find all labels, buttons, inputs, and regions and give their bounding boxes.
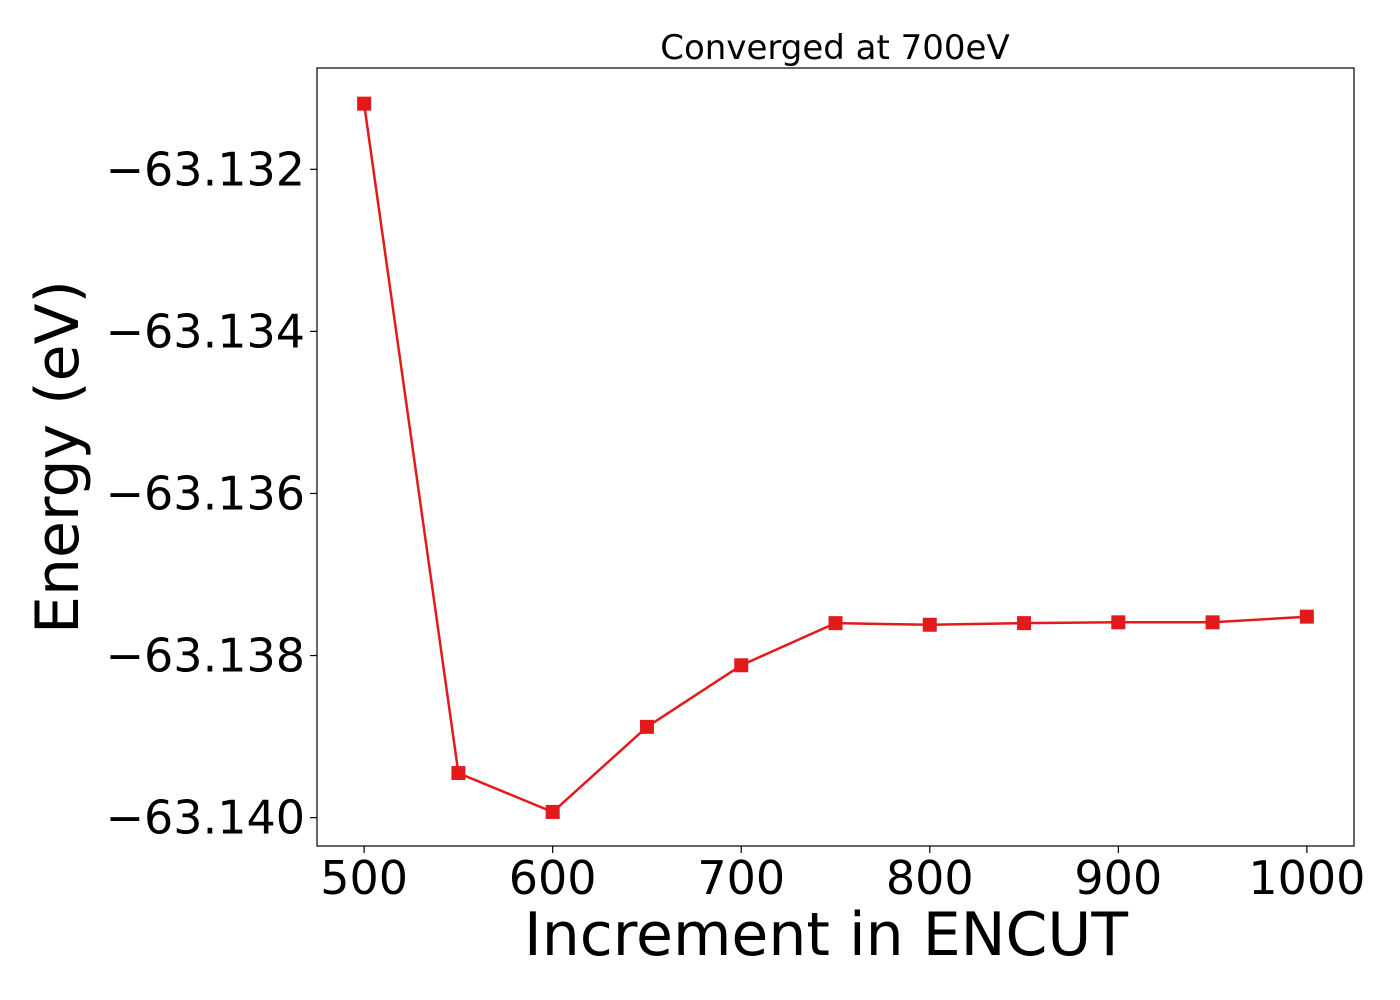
data-point-marker xyxy=(1205,615,1220,630)
data-point-marker xyxy=(639,719,654,734)
chart-title: Converged at 700eV xyxy=(660,28,1009,68)
plot-area xyxy=(357,96,1314,819)
series-line xyxy=(362,103,1307,814)
data-point-marker xyxy=(451,766,466,781)
x-axis: 500 600 700 800 900 1000 xyxy=(320,846,1365,905)
data-point-marker xyxy=(545,804,560,819)
data-point-marker xyxy=(734,658,749,673)
y-axis: −63.132 −63.134 −63.136 −63.138 −63.140 xyxy=(106,142,317,845)
x-tick-label: 800 xyxy=(886,851,974,905)
y-tick-label: −63.132 xyxy=(106,142,306,196)
x-tick-label: 600 xyxy=(509,851,597,905)
data-point-marker xyxy=(357,96,372,111)
x-axis-label: Increment in ENCUT xyxy=(524,900,1128,970)
x-tick-label: 1000 xyxy=(1248,851,1365,905)
x-tick-label: 700 xyxy=(697,851,785,905)
data-point-marker xyxy=(1017,616,1032,631)
y-tick-label: −63.136 xyxy=(106,466,306,520)
x-tick-label: 900 xyxy=(1074,851,1162,905)
data-point-marker xyxy=(1299,609,1314,624)
data-point-marker xyxy=(1111,615,1126,630)
y-tick-label: −63.140 xyxy=(106,791,306,845)
y-axis-label: Energy (eV) xyxy=(23,280,93,634)
data-point-marker xyxy=(922,617,937,632)
plot-frame xyxy=(316,67,1355,847)
data-point-marker xyxy=(828,616,843,631)
y-tick-label: −63.134 xyxy=(106,304,306,358)
y-tick-label: −63.138 xyxy=(106,629,306,683)
x-tick-label: 500 xyxy=(320,851,408,905)
